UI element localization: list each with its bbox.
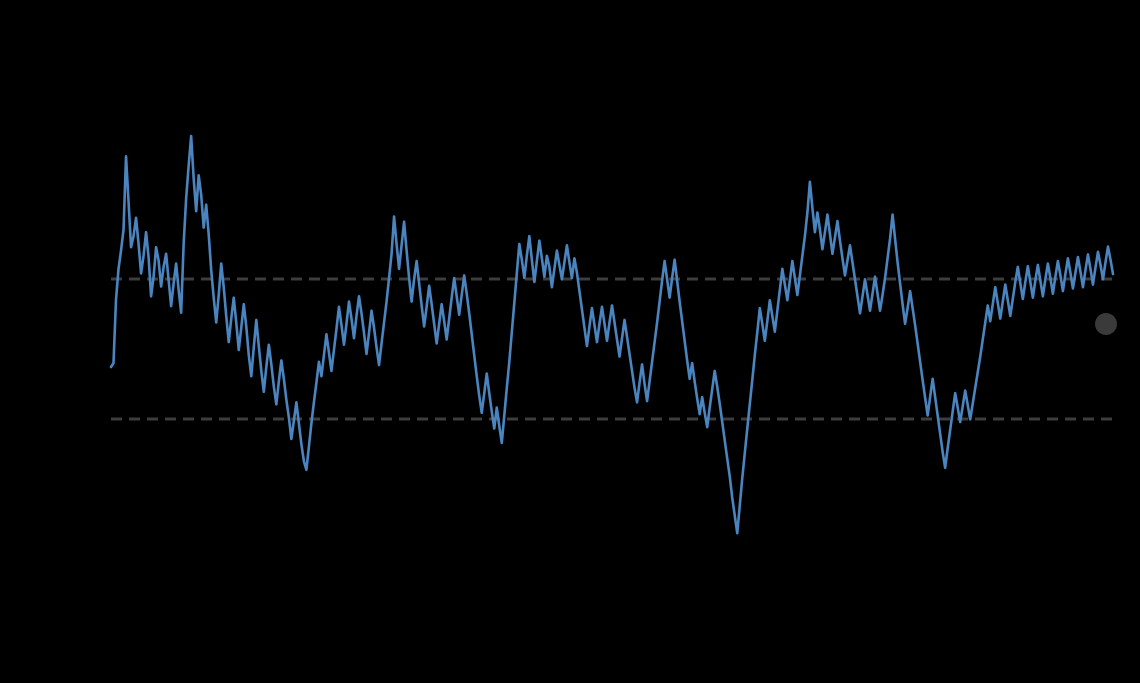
endpoint-marker-dot: [1095, 313, 1117, 335]
value-series-line: [109, 134, 1115, 535]
